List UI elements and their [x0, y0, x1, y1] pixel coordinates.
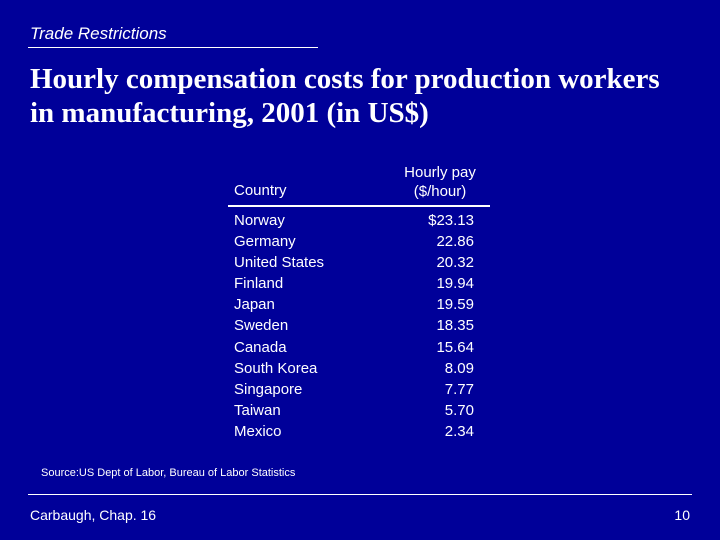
table-body: Norway $23.13 Germany 22.86 United States 2… [234, 210, 474, 442]
pay-cell: 22.86 [436, 233, 474, 251]
country-cell: Finland [234, 275, 284, 293]
table-row: Canada 15.64 [234, 337, 474, 358]
table-row: Singapore 7.77 [234, 379, 474, 400]
slide-title: Hourly compensation costs for production… [30, 63, 660, 129]
country-cell: Japan [234, 296, 275, 314]
country-cell: Sweden [234, 317, 289, 335]
pay-cell: 15.64 [436, 338, 474, 356]
table-row: Sweden 18.35 [234, 315, 474, 336]
pay-cell: 8.09 [444, 359, 474, 377]
table-row: Japan 19.59 [234, 294, 474, 315]
table-header-rule [228, 205, 490, 207]
country-cell: Norway [234, 212, 285, 229]
country-cell: Canada [234, 338, 287, 356]
footer-citation: Carbaugh, Chap. 16 [30, 507, 157, 523]
table-row: United States 20.32 [234, 252, 474, 273]
country-cell: United States [234, 254, 325, 272]
pay-cell: 2.34 [444, 422, 474, 440]
pay-cell: 18.35 [436, 317, 474, 335]
country-cell: Singapore [234, 380, 303, 398]
pay-cell: 20.32 [436, 254, 474, 272]
pay-cell: $23.13 [428, 212, 474, 229]
section-title: Trade Restrictions [30, 24, 167, 43]
source-note: Source:US Dept of Labor, Bureau of Labor… [41, 467, 296, 479]
page-number: 10 [674, 507, 690, 523]
country-cell: Mexico [234, 422, 282, 440]
table-row: Taiwan 5.70 [234, 400, 474, 421]
section-divider [28, 47, 318, 48]
country-cell: Germany [234, 233, 296, 251]
table-header-country: Country [234, 182, 287, 199]
pay-cell: 5.70 [444, 401, 474, 419]
footer-divider [28, 494, 692, 495]
table-header-pay: Hourly pay ($/hour) [390, 163, 490, 201]
pay-cell: 19.94 [436, 275, 474, 293]
table-row: Mexico 2.34 [234, 421, 474, 442]
table-row: South Korea 8.09 [234, 358, 474, 379]
pay-cell: 19.59 [436, 296, 474, 314]
country-cell: South Korea [234, 359, 318, 377]
table-header-pay-line2: ($/hour) [413, 183, 467, 200]
table-header-pay-line1: Hourly pay [404, 164, 476, 181]
pay-cell: 7.77 [444, 380, 474, 398]
table-row: Finland 19.94 [234, 273, 474, 294]
table-row: Norway $23.13 [234, 210, 474, 231]
table-row: Germany 22.86 [234, 231, 474, 252]
country-cell: Taiwan [234, 401, 281, 419]
